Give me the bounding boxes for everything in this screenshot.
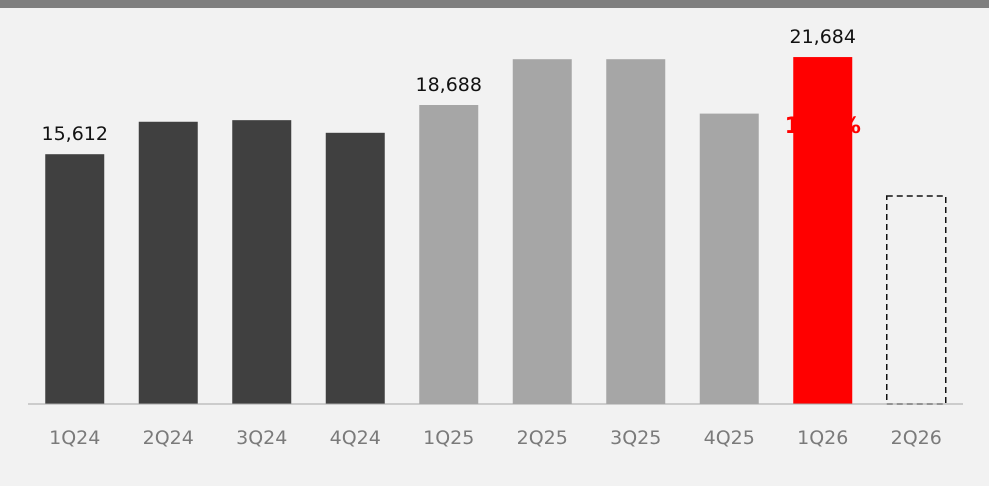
bar-4q24	[325, 132, 385, 405]
x-tick-2q25: 2Q25	[517, 427, 568, 449]
x-tick-2q26: 2Q26	[891, 427, 942, 449]
x-tick-4q25: 4Q25	[704, 427, 755, 449]
bar-chart: 1Q24 2Q24 3Q24 4Q24 1Q25 2Q25 3Q25 4Q25 1Q26 2Q26…	[28, 26, 963, 449]
yoy-label: YoY	[799, 81, 846, 106]
bar-4q25	[699, 113, 759, 404]
x-tick-1q25: 1Q25	[423, 427, 474, 449]
x-tick-2q24: 2Q24	[143, 427, 194, 449]
x-tick-1q26: 1Q26	[797, 427, 848, 449]
bar-1q24	[45, 154, 105, 404]
yoy-value: 16.0%	[785, 114, 861, 139]
bar-2q25	[512, 59, 572, 404]
x-tick-3q25: 3Q25	[610, 427, 661, 449]
bar-placeholder-2q26	[886, 195, 947, 405]
data-label-1q26: 21,684	[790, 26, 856, 48]
data-labels: 15,612 18,688 21,684	[42, 26, 856, 145]
x-tick-3q24: 3Q24	[236, 427, 287, 449]
top-rule	[0, 0, 989, 8]
bar-2q24	[138, 121, 198, 404]
chart-panel: 1Q24 2Q24 3Q24 4Q24 1Q25 2Q25 3Q25 4Q25 1Q26 2Q26…	[0, 8, 989, 486]
bar-3q24	[232, 120, 292, 404]
bar-1q25	[419, 104, 479, 404]
data-label-1q24: 15,612	[42, 123, 108, 145]
x-tick-4q24: 4Q24	[330, 427, 381, 449]
yoy-annotation: YoY 16.0%	[785, 81, 861, 139]
bars-group	[45, 57, 947, 405]
bar-1q26	[793, 57, 853, 404]
data-label-1q25: 18,688	[416, 74, 482, 96]
x-tick-labels: 1Q24 2Q24 3Q24 4Q24 1Q25 2Q25 3Q25 4Q25 1Q26 2Q26	[49, 427, 942, 449]
bar-3q25	[606, 59, 666, 404]
x-tick-1q24: 1Q24	[49, 427, 100, 449]
